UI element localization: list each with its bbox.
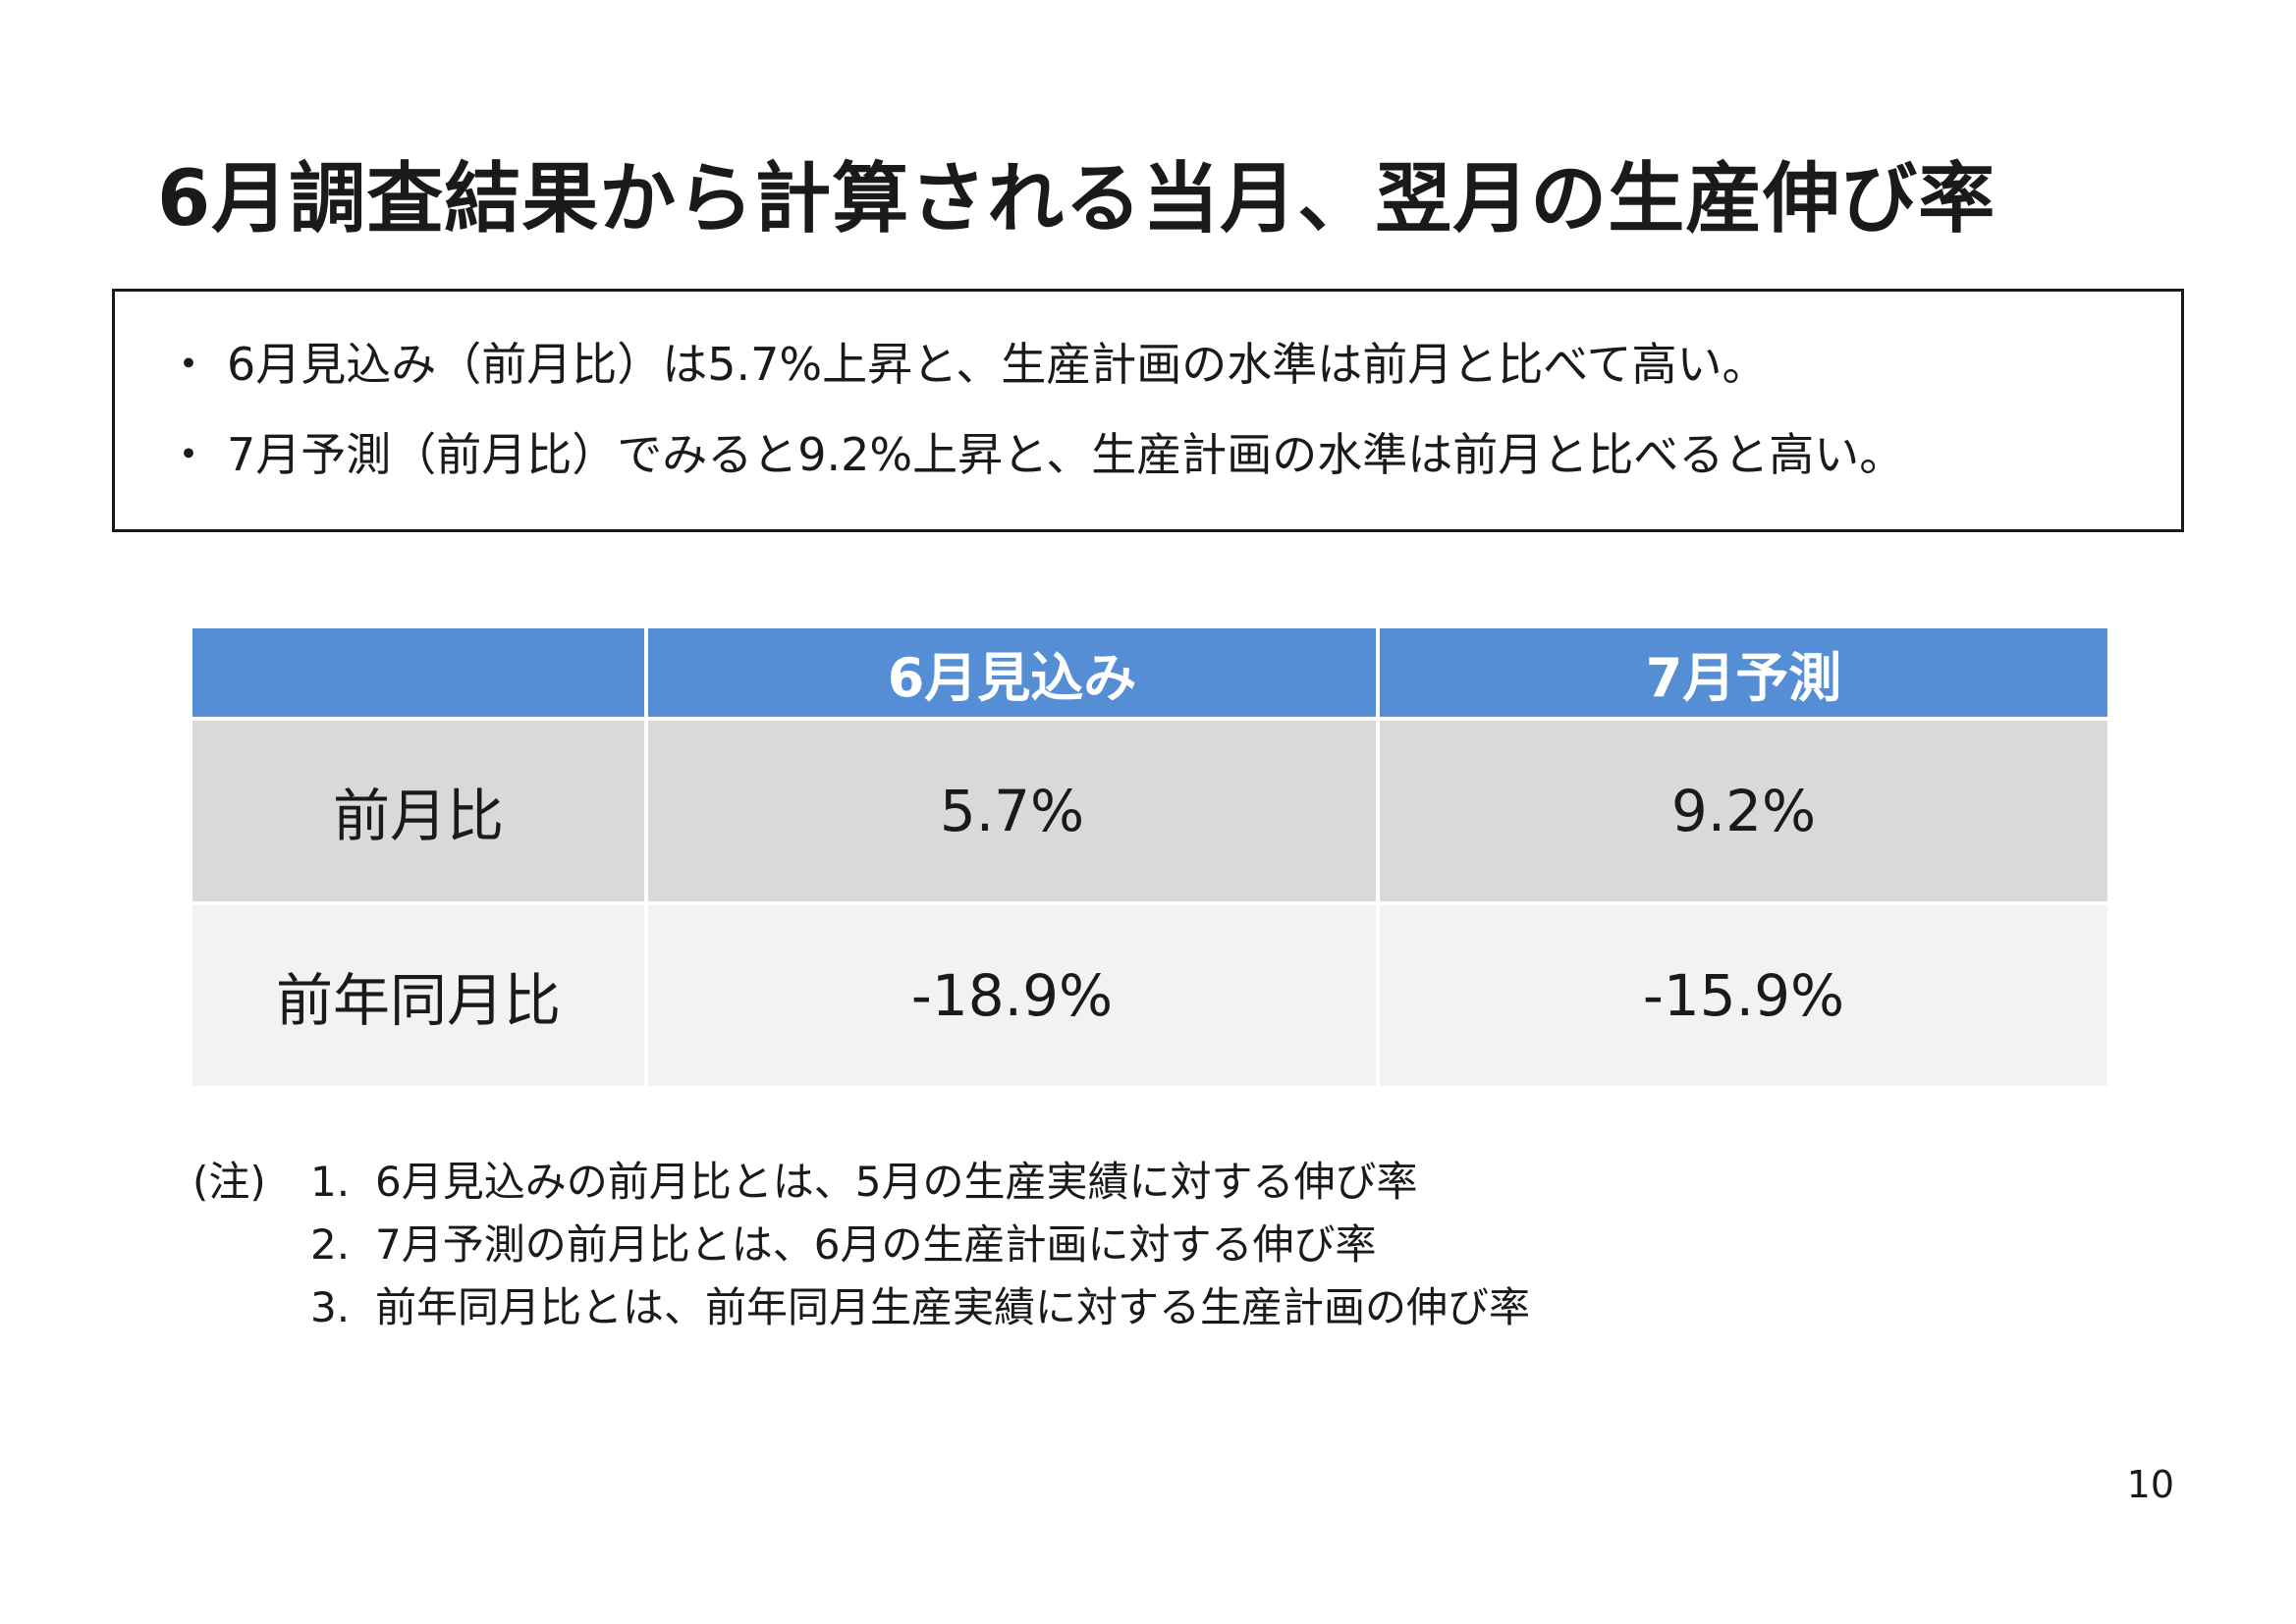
bullet-dot: ・ [166,428,211,481]
notes-prefix: (注) [192,1158,266,1206]
header-cell-june-forecast: 6月見込み [644,624,1380,721]
cell-june-mom: 5.7% [644,717,1380,905]
table-header-row: 6月見込み 7月予測 [189,624,2111,721]
table-row: 前年同月比 -18.9% -15.9% [189,901,2111,1090]
table-row: 前月比 5.7% 9.2% [189,717,2111,905]
growth-rate-table-container: 6月見込み 7月予測 前月比 5.7% 9.2% 前年同月比 -18.9% -1… [189,624,2111,1090]
note-item-1: (注) 1. 6月見込みの前月比とは、5月の生産実績に対する伸び率 [192,1151,1530,1214]
note-text: 6月見込みの前月比とは、5月の生産実績に対する伸び率 [375,1158,1418,1206]
summary-text-2: 7月予測（前月比）でみると9.2%上昇と、生産計画の水準は前月と比べると高い。 [227,428,1905,481]
note-number: 2. [310,1220,351,1269]
header-cell-empty [189,624,648,721]
cell-july-mom: 9.2% [1376,717,2111,905]
summary-bullet-1: ・ 6月見込み（前月比）は5.7%上昇と、生産計画の水準は前月と比べて高い。 [166,329,1767,394]
header-cell-july-projection: 7月予測 [1376,624,2111,721]
summary-text-1: 6月見込み（前月比）は5.7%上昇と、生産計画の水準は前月と比べて高い。 [227,338,1768,391]
note-item-2: 2. 7月予測の前月比とは、6月の生産計画に対する伸び率 [192,1214,1530,1276]
note-indent [192,1214,310,1276]
cell-july-yoy: -15.9% [1376,901,2111,1090]
note-text: 前年同月比とは、前年同月生産実績に対する生産計画の伸び率 [375,1283,1531,1331]
summary-box: ・ 6月見込み（前月比）は5.7%上昇と、生産計画の水準は前月と比べて高い。 ・… [112,289,2184,532]
note-indent [192,1276,310,1339]
growth-rate-table: 6月見込み 7月予測 前月比 5.7% 9.2% 前年同月比 -18.9% -1… [189,624,2111,1090]
page-title: 6月調査結果から計算される当月、翌月の生産伸び率 [157,155,1996,244]
cell-june-yoy: -18.9% [644,901,1380,1090]
note-number: 1. [310,1158,351,1206]
note-text: 7月予測の前月比とは、6月の生産計画に対する伸び率 [375,1220,1377,1269]
bullet-dot: ・ [166,338,211,391]
note-number: 3. [310,1283,351,1331]
notes-section: (注) 1. 6月見込みの前月比とは、5月の生産実績に対する伸び率 2. 7月予… [192,1151,1530,1339]
row-label-yoy: 前年同月比 [189,901,648,1090]
note-item-3: 3. 前年同月比とは、前年同月生産実績に対する生産計画の伸び率 [192,1276,1530,1339]
page-number: 10 [2126,1463,2174,1506]
summary-bullet-2: ・ 7月予測（前月比）でみると9.2%上昇と、生産計画の水準は前月と比べると高い… [166,419,1904,484]
row-label-mom: 前月比 [189,717,648,905]
